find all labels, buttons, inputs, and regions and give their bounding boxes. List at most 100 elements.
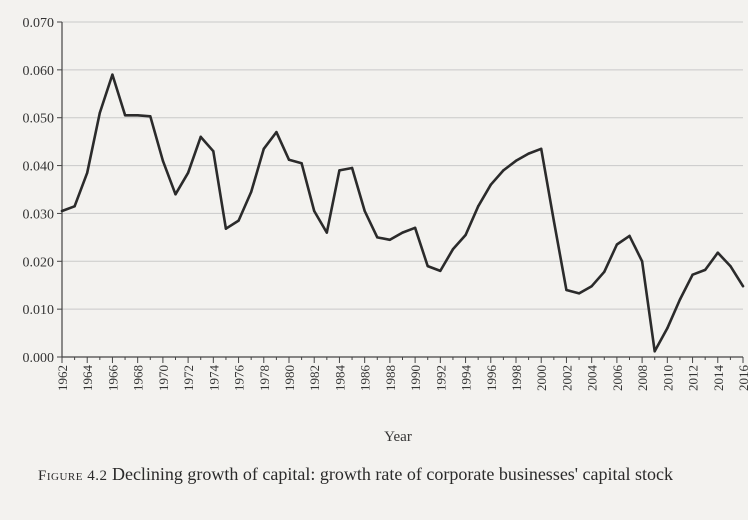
- data-point: [741, 284, 745, 288]
- data-point: [338, 169, 341, 172]
- data-point: [590, 284, 593, 288]
- y-tick-label: 0.050: [23, 112, 55, 127]
- data-point: [666, 327, 669, 330]
- data-point: [527, 152, 530, 155]
- x-tick-label: 2002: [559, 365, 574, 391]
- data-point: [199, 135, 202, 139]
- data-point: [603, 270, 606, 274]
- x-tick-label: 1992: [433, 365, 448, 391]
- data-point: [313, 209, 316, 213]
- figure-label: Figure 4.2: [38, 468, 108, 484]
- x-tick-label: 1980: [282, 365, 297, 391]
- y-tick-label: 0.020: [23, 255, 55, 270]
- data-point: [86, 171, 89, 174]
- y-tick-labels: 0.000 0.010 0.020 0.030 0.040 0.050 0.060 0.070: [23, 16, 55, 366]
- data-point: [413, 226, 417, 229]
- data-point: [325, 231, 329, 234]
- data-point: [628, 234, 631, 238]
- data-point: [540, 147, 543, 151]
- data-point: [489, 183, 492, 186]
- data-point: [577, 292, 581, 295]
- x-tick-label: 1962: [55, 365, 70, 391]
- x-tick-label: 1966: [105, 365, 120, 392]
- y-tick-label: 0.010: [23, 303, 55, 318]
- gridlines: [62, 21, 743, 310]
- x-tick-label: 2004: [585, 365, 600, 392]
- data-point: [237, 219, 240, 222]
- x-tick-label: 2006: [610, 365, 625, 392]
- data-point: [60, 209, 64, 213]
- data-point: [401, 231, 404, 234]
- x-tick-label: 1998: [509, 365, 524, 391]
- data-point: [476, 205, 480, 208]
- figure-caption-text: Declining growth of capital: growth rate…: [111, 464, 674, 484]
- data-point: [426, 264, 429, 268]
- x-tick-label: 2014: [711, 365, 726, 392]
- data-point: [136, 114, 139, 117]
- data-point: [249, 190, 253, 194]
- data-point: [451, 248, 455, 251]
- x-tick-labels: 1962 1964 1966 1968 1970 1972 1974 1976 1978 1980…: [55, 365, 748, 392]
- y-tick-label: 0.060: [23, 64, 55, 79]
- data-point: [149, 115, 152, 118]
- data-point: [224, 227, 228, 230]
- y-tick-label: 0.070: [23, 16, 55, 31]
- data-point: [350, 166, 354, 170]
- x-tick-label: 1978: [257, 365, 272, 391]
- x-tick-label: 1972: [181, 365, 196, 391]
- x-tick-label: 1996: [484, 365, 499, 392]
- data-point: [300, 161, 303, 165]
- data-point: [716, 251, 719, 254]
- data-point: [73, 205, 76, 208]
- data-point: [464, 233, 467, 237]
- data-point: [186, 171, 190, 174]
- x-tick-label: 1988: [383, 365, 398, 391]
- data-point: [640, 260, 644, 263]
- x-tick-label: 2000: [534, 365, 549, 391]
- x-tick-label: 1994: [459, 365, 474, 392]
- figure-caption: Figure 4.2 Declining growth of capital: …: [38, 462, 738, 488]
- x-tick-label: 1970: [156, 365, 171, 391]
- data-point: [376, 236, 379, 239]
- x-tick-label: 1990: [408, 365, 423, 391]
- x-tick-label: 1984: [332, 365, 347, 392]
- data-point: [388, 238, 392, 241]
- data-point: [174, 193, 177, 196]
- data-point: [439, 269, 442, 273]
- data-point: [514, 159, 518, 162]
- x-tick-label: 1986: [358, 365, 373, 392]
- data-point: [98, 111, 102, 115]
- y-tick-label: 0.030: [23, 207, 55, 222]
- x-tick-label: 1964: [80, 365, 95, 392]
- data-point: [565, 288, 568, 292]
- chart: 0.000 0.010 0.020 0.030 0.040 0.050 0.060 0.070…: [23, 16, 748, 445]
- data-point: [552, 219, 556, 222]
- data-point: [363, 209, 366, 213]
- data-point: [615, 243, 619, 246]
- series-layer: [60, 73, 745, 353]
- axes: [57, 21, 744, 363]
- x-tick-label: 2012: [686, 365, 701, 391]
- x-tick-label: 1968: [131, 365, 146, 391]
- data-point: [653, 350, 656, 353]
- x-tick-label: 1974: [206, 365, 221, 392]
- data-point: [275, 130, 278, 134]
- data-point: [212, 150, 215, 153]
- x-tick-label: 2008: [635, 365, 650, 391]
- data-point: [502, 169, 505, 172]
- x-tick-label: 1976: [232, 365, 247, 392]
- y-tick-label: 0.000: [23, 351, 55, 366]
- data-point: [111, 73, 114, 76]
- x-tick-label: 1982: [307, 365, 322, 391]
- data-point: [262, 147, 265, 151]
- x-tick-label: 2016: [736, 365, 748, 392]
- x-tick-label: 2010: [660, 365, 675, 391]
- data-point: [678, 298, 682, 301]
- y-tick-label: 0.040: [23, 160, 55, 175]
- x-axis-title: Year: [384, 429, 412, 445]
- data-point: [729, 264, 732, 268]
- data-point: [123, 114, 127, 117]
- data-point: [287, 158, 291, 162]
- data-point: [691, 273, 694, 276]
- data-point: [703, 268, 707, 272]
